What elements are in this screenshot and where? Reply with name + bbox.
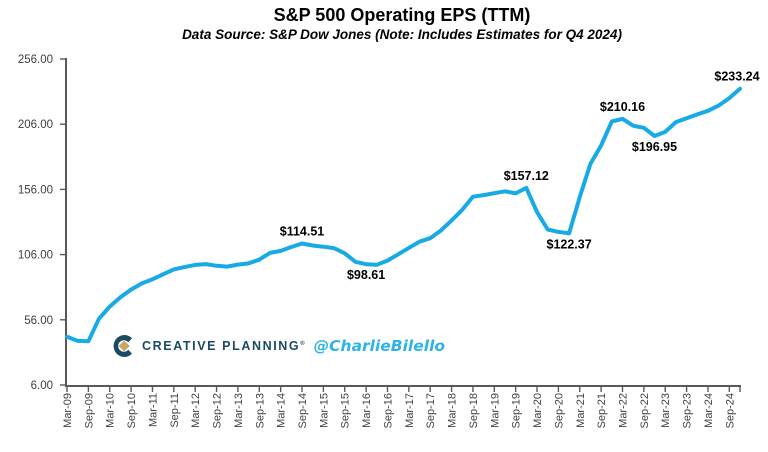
x-axis-label: Mar-20	[532, 393, 544, 428]
value-annotation: $196.95	[632, 140, 677, 154]
chart-subtitle: Data Source: S&P Dow Jones (Note: Includ…	[182, 27, 622, 42]
x-axis-label: Sep-17	[425, 393, 437, 428]
value-annotation: $122.37	[547, 237, 592, 251]
y-axis-label: 106.00	[18, 250, 53, 262]
data-annotations: $114.51 $98.61 $157.12 $122.37 $210.16 $196.9…	[280, 70, 760, 283]
x-axis-label: Mar-11	[148, 393, 160, 427]
twitter-handle: @CharlieBilello	[313, 337, 446, 355]
value-annotation: $233.24	[714, 70, 759, 84]
x-axis-label: Mar-19	[489, 393, 501, 428]
x-axis-label: Sep-20	[553, 393, 565, 428]
y-axis-ticks: 6.00 56.00 106.00 156.00 206.00 256.00	[18, 54, 66, 392]
x-axis-label: Mar-17	[404, 393, 416, 428]
x-axis-label: Sep-15	[340, 393, 352, 428]
x-axis-label: Mar-10	[105, 393, 117, 428]
value-annotation: $157.12	[504, 169, 549, 183]
y-axis-label: 256.00	[18, 54, 53, 66]
x-axis-label: Sep-23	[682, 393, 694, 428]
eps-line-series	[65, 86, 742, 344]
y-axis-label: 156.00	[18, 184, 53, 196]
x-axis-label: Mar-18	[447, 393, 459, 428]
axes	[65, 58, 741, 387]
value-annotation: $114.51	[280, 225, 325, 239]
x-axis-label: Mar-16	[361, 393, 373, 428]
x-axis-label: Sep-16	[383, 393, 395, 428]
x-axis-label: Mar-09	[62, 393, 74, 428]
y-axis-label: 56.00	[24, 315, 53, 327]
creative-planning-logo-icon	[113, 335, 132, 357]
x-axis-label: Sep-14	[297, 393, 309, 428]
x-axis-label: Mar-21	[575, 393, 587, 428]
value-annotation: $98.61	[347, 268, 385, 282]
y-axis-label: 206.00	[18, 119, 53, 131]
x-axis-label: Sep-18	[468, 393, 480, 428]
y-axis-label: 6.00	[31, 380, 53, 392]
x-axis-label: Sep-13	[254, 393, 266, 428]
registered-mark: ®	[300, 340, 305, 347]
x-axis-label: Sep-12	[212, 393, 224, 428]
watermark: CREATIVE PLANNING® @CharlieBilello	[111, 333, 445, 359]
x-axis-label: Sep-24	[724, 393, 736, 428]
x-axis-label: Sep-11	[169, 393, 181, 428]
x-axis-label: Mar-15	[318, 393, 330, 428]
x-axis-label: Mar-24	[703, 393, 715, 428]
x-axis-ticks: Mar-09 Sep-09 Mar-10 Sep-10 Mar-11 Sep-11 Mar-…	[62, 387, 741, 428]
x-axis-label: Mar-12	[190, 393, 202, 428]
x-axis-label: Sep-19	[511, 393, 523, 428]
x-axis-label: Mar-22	[618, 393, 630, 428]
x-axis-label: Sep-21	[596, 393, 608, 428]
x-axis-label: Sep-09	[83, 393, 95, 428]
x-axis-label: Mar-13	[233, 393, 245, 428]
chart-title: S&P 500 Operating EPS (TTM)	[273, 5, 531, 25]
value-annotation: $210.16	[600, 100, 645, 114]
x-axis-label: Mar-23	[660, 393, 672, 428]
x-axis-label: Sep-10	[126, 393, 138, 428]
eps-line	[65, 86, 742, 344]
brand-name: CREATIVE PLANNING®	[142, 339, 305, 353]
x-axis-label: Sep-22	[639, 393, 651, 428]
x-axis-label: Mar-14	[276, 393, 288, 428]
